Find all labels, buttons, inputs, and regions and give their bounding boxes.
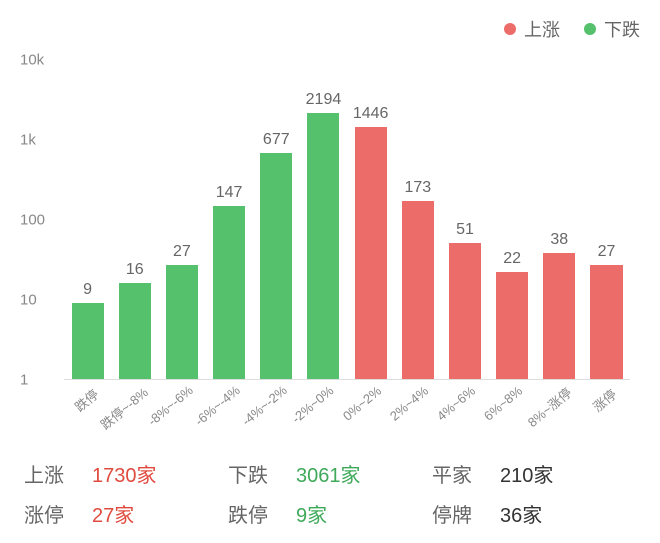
bar-value-label: 22 (503, 250, 521, 268)
stat-value: 3061家 (296, 456, 361, 496)
stat-pair: 涨停 27家 (24, 496, 228, 536)
bar-slot: 147 (206, 60, 253, 379)
x-axis-labels: 跌停跌停~-8%-8%~-6%-6%~-4%-4%~-2%-2%~0%0%~2%… (64, 380, 630, 440)
chart-plot: 9 16 27 147 677 2194 1446 173 51 22 38 27 (64, 60, 630, 380)
x-tick-label: 2%~4% (387, 383, 431, 424)
bar-slot: 677 (253, 60, 300, 379)
stat-value: 210家 (500, 456, 553, 496)
y-tick-label: 1k (20, 132, 36, 149)
legend-item-down: 下跌 (584, 16, 640, 42)
x-tick-label: 6%~8% (481, 383, 525, 424)
stats-row-1: 上涨 1730家 下跌 3061家 平家 210家 (24, 456, 636, 496)
stat-label: 跌停 (228, 496, 268, 536)
stat-pair: 下跌 3061家 (228, 456, 432, 496)
bar-slot: 1446 (347, 60, 394, 379)
stat-label: 涨停 (24, 496, 64, 536)
bar-value-label: 38 (550, 231, 568, 249)
stat-value: 36家 (500, 496, 542, 536)
legend: 上涨 下跌 (20, 16, 640, 42)
summary-stats: 上涨 1730家 下跌 3061家 平家 210家 涨停 27家 跌停 9家 停牌 36家 (20, 456, 640, 536)
bar (355, 127, 387, 379)
bar-value-label: 677 (263, 131, 290, 149)
bar-slot: 38 (536, 60, 583, 379)
stat-label: 下跌 (228, 456, 268, 496)
legend-item-up: 上涨 (504, 16, 560, 42)
x-label-slot: 跌停 (64, 380, 111, 440)
y-tick-label: 100 (20, 212, 45, 229)
x-label-slot: 0%~2% (347, 380, 394, 440)
bar-value-label: 9 (83, 281, 92, 299)
x-tick-label: 4%~6% (434, 383, 478, 424)
bar-slot: 51 (441, 60, 488, 379)
x-tick-label: 跌停 (70, 384, 102, 415)
y-tick-label: 1 (20, 372, 28, 389)
bar-slot: 27 (583, 60, 630, 379)
bar-value-label: 27 (173, 243, 191, 261)
legend-label-up: 上涨 (524, 16, 560, 42)
bar-value-label: 147 (216, 184, 243, 202)
chart: 916271476772194144617351223827 1101001k1… (58, 60, 630, 380)
stat-pair: 停牌 36家 (432, 496, 636, 536)
bar (166, 265, 198, 379)
bar-slot: 27 (158, 60, 205, 379)
stat-label: 平家 (432, 456, 472, 496)
bar-slot: 9 (64, 60, 111, 379)
bar-slot: 2194 (300, 60, 347, 379)
bar-value-label: 16 (126, 261, 144, 279)
stat-value: 27家 (92, 496, 134, 536)
legend-label-down: 下跌 (604, 16, 640, 42)
x-tick-label: 0%~2% (339, 383, 383, 424)
x-tick-label: 涨停 (589, 384, 621, 415)
stat-value: 9家 (296, 496, 327, 536)
bar (402, 201, 434, 379)
bar (307, 113, 339, 379)
stat-label: 停牌 (432, 496, 472, 536)
stat-pair: 跌停 9家 (228, 496, 432, 536)
bar-value-label: 173 (404, 179, 431, 197)
bar (449, 243, 481, 379)
bar (590, 265, 622, 379)
bar-value-label: 27 (598, 243, 616, 261)
bar (496, 272, 528, 379)
stat-value: 1730家 (92, 456, 157, 496)
x-label-slot: -2%~0% (300, 380, 347, 440)
bar (260, 153, 292, 379)
bar-value-label: 2194 (306, 91, 342, 109)
x-label-slot: 8%~涨停 (536, 380, 583, 440)
x-label-slot: 涨停 (583, 380, 630, 440)
legend-dot-up (504, 23, 516, 35)
bar (213, 206, 245, 379)
bar (119, 283, 151, 379)
stats-row-2: 涨停 27家 跌停 9家 停牌 36家 (24, 496, 636, 536)
y-tick-label: 10 (20, 292, 37, 309)
bar (543, 253, 575, 379)
bar-slot: 16 (111, 60, 158, 379)
stat-pair: 上涨 1730家 (24, 456, 228, 496)
bar-value-label: 51 (456, 221, 474, 239)
legend-dot-down (584, 23, 596, 35)
bar-value-label: 1446 (353, 105, 389, 123)
stat-pair: 平家 210家 (432, 456, 636, 496)
bar-slot: 22 (489, 60, 536, 379)
stat-label: 上涨 (24, 456, 64, 496)
bar (72, 303, 104, 379)
y-tick-label: 10k (20, 52, 44, 69)
bar-slot: 173 (394, 60, 441, 379)
